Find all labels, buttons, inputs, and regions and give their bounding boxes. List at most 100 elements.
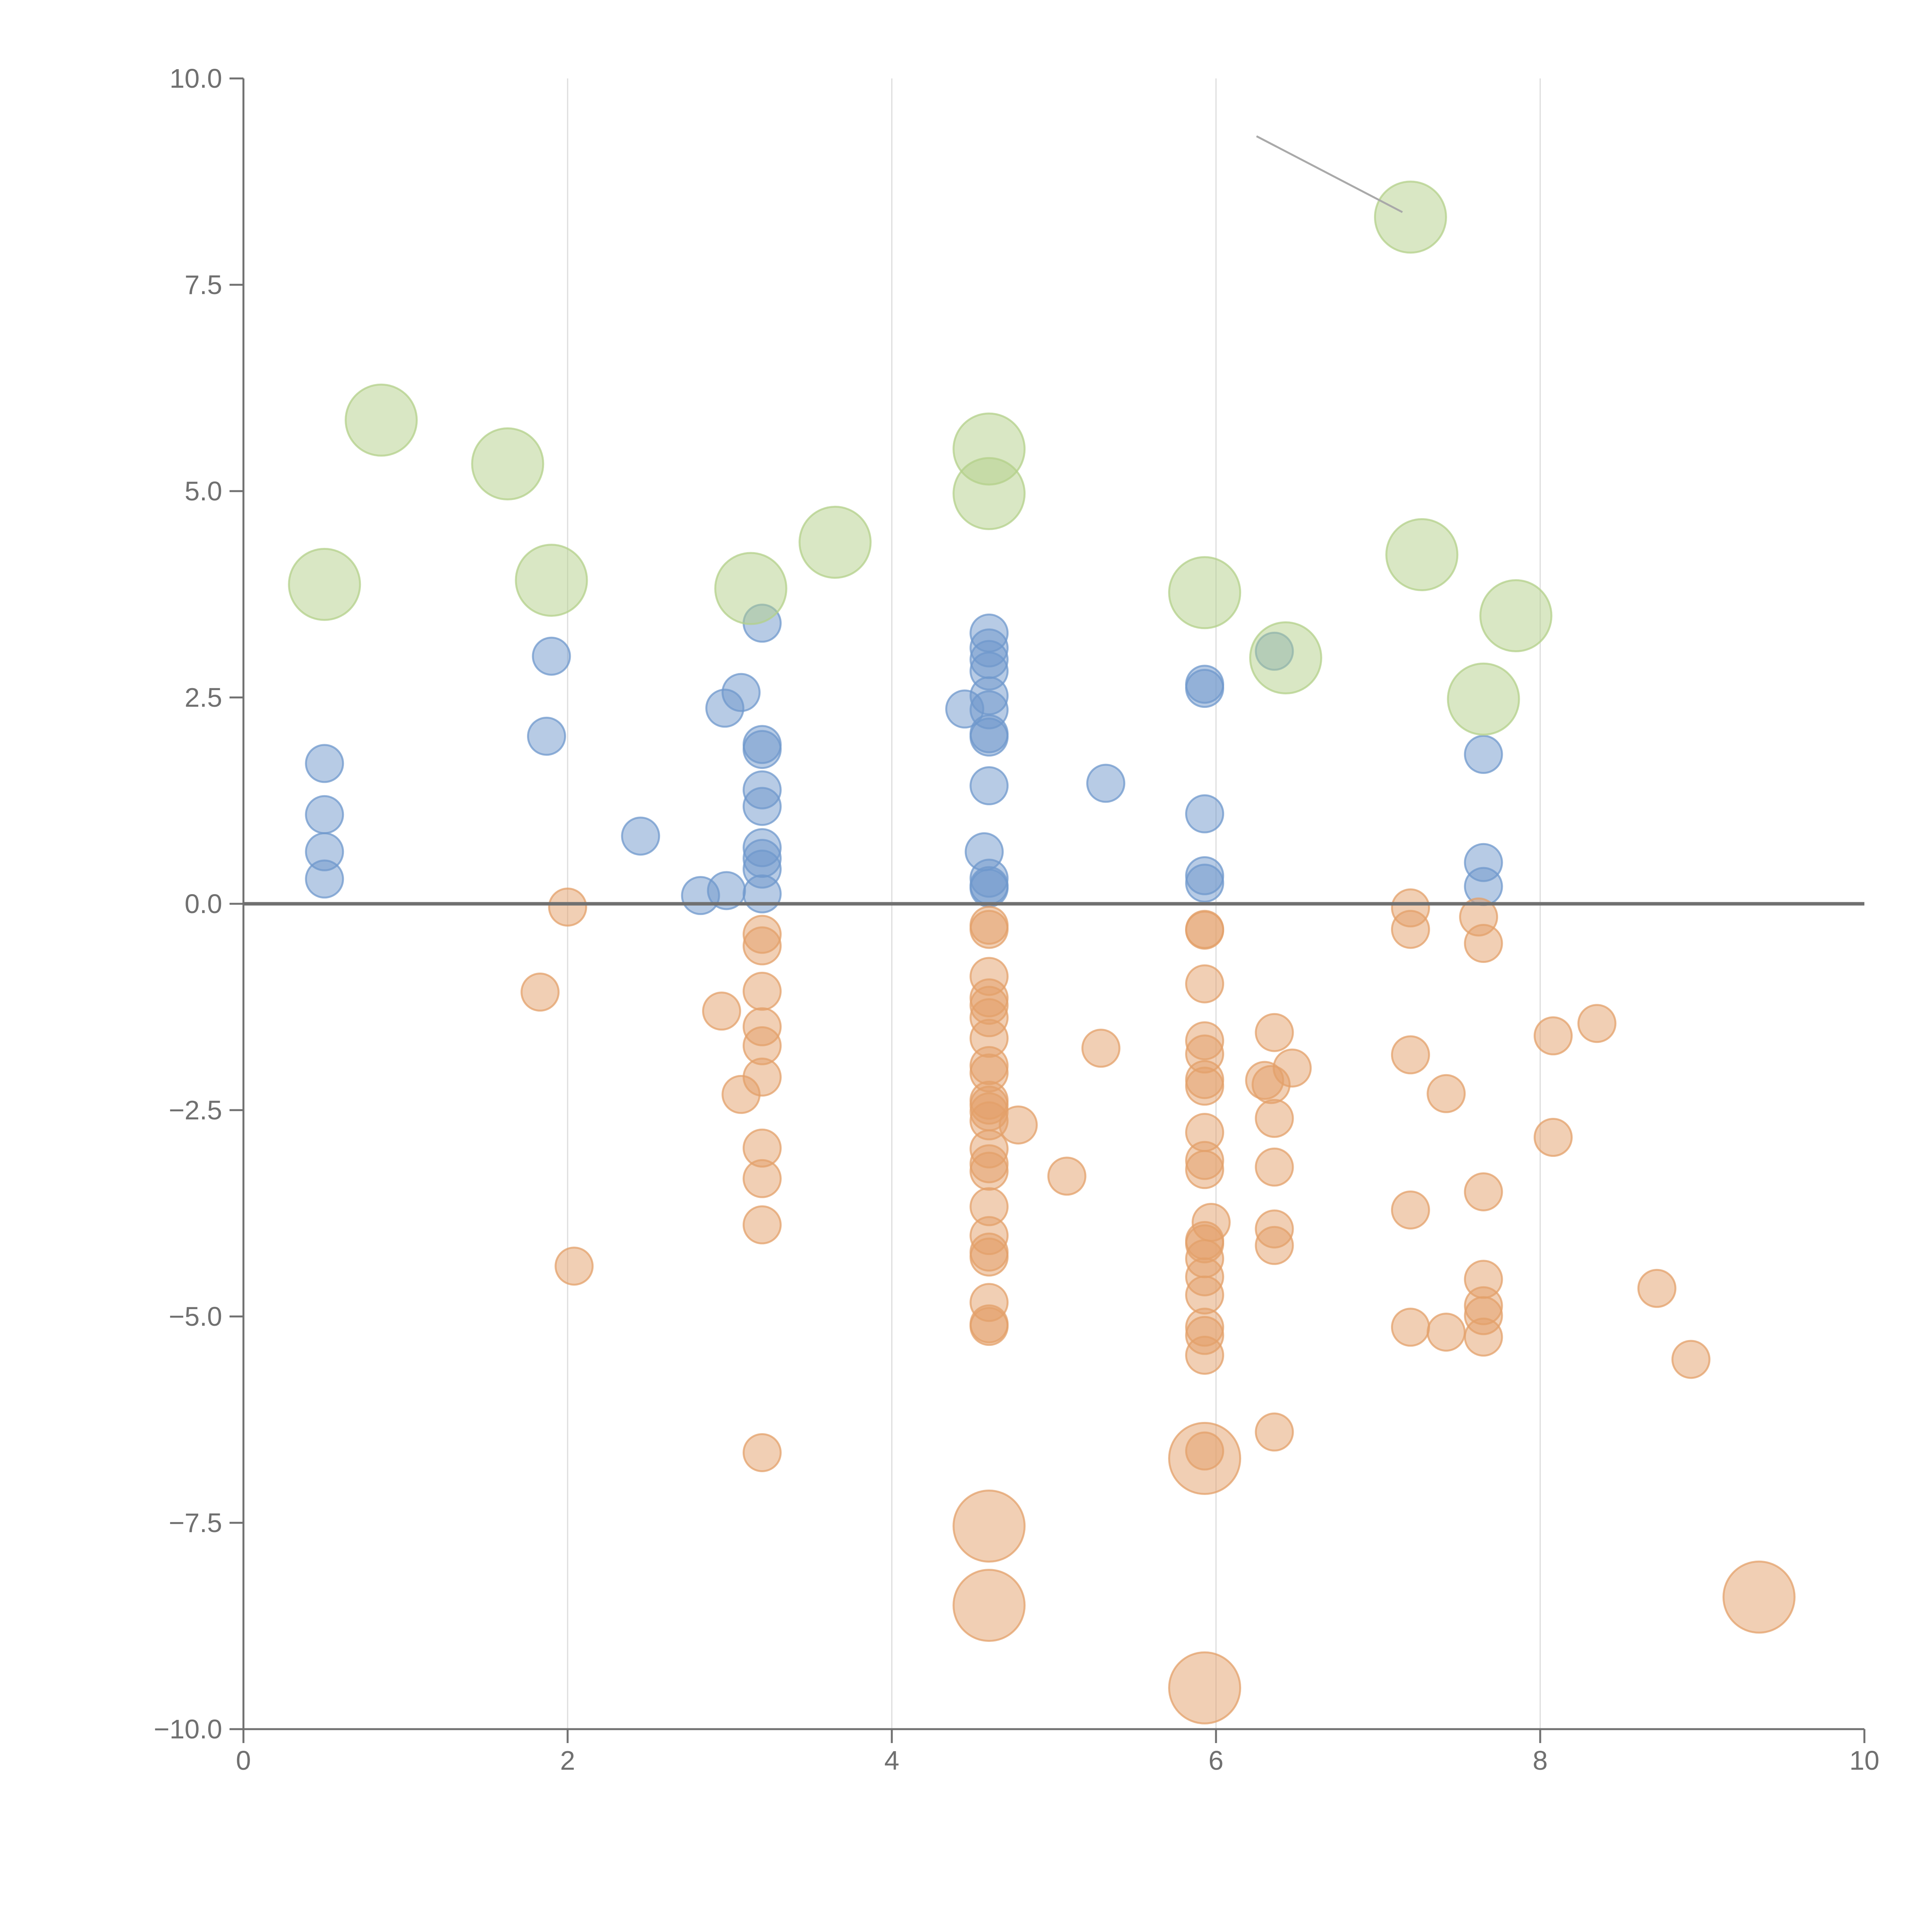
y-tick-label: −7.5 — [169, 1508, 222, 1538]
data-point — [1374, 180, 1447, 254]
x-tick-label: 8 — [1533, 1745, 1548, 1776]
data-point — [742, 1205, 782, 1245]
data-point — [1185, 669, 1225, 708]
data-point — [520, 973, 560, 1012]
data-point — [964, 832, 1004, 871]
data-point — [1722, 1560, 1796, 1634]
data-point — [1185, 910, 1225, 950]
x-tick-label: 6 — [1209, 1745, 1224, 1776]
data-point — [554, 1247, 594, 1286]
data-point — [1185, 864, 1225, 903]
y-tick-label: 7.5 — [185, 270, 222, 300]
y-tick-label: 0.0 — [185, 889, 222, 919]
data-point — [1185, 1335, 1225, 1375]
data-point — [1464, 1317, 1503, 1357]
data-point — [1391, 1035, 1430, 1075]
data-point — [305, 859, 344, 899]
data-point — [1464, 924, 1503, 963]
data-point — [548, 888, 587, 927]
data-point — [1255, 1147, 1294, 1187]
data-point — [1534, 1117, 1573, 1157]
data-point — [742, 1433, 782, 1472]
x-tick-label: 0 — [236, 1745, 251, 1776]
data-point — [1185, 794, 1225, 833]
data-point — [1185, 964, 1225, 1003]
data-point — [1081, 1029, 1121, 1068]
tick-layer: 10.0 7.5 5.0 2.5 0.0 −2.5 −5.0 −7.5 −10.0 0 2 4 6 8 10 — [154, 63, 1879, 1776]
data-point — [1534, 1016, 1573, 1056]
y-tick-label: 10.0 — [170, 63, 222, 94]
x-tick-label: 4 — [884, 1745, 900, 1776]
data-point — [952, 1490, 1026, 1563]
data-point — [742, 1159, 782, 1198]
data-point — [1255, 1013, 1294, 1052]
data-point — [721, 673, 761, 712]
data-point — [798, 505, 872, 579]
y-tick-label: −2.5 — [169, 1095, 222, 1125]
data-point — [742, 1058, 782, 1097]
data-point — [1427, 1074, 1466, 1113]
data-point — [1168, 556, 1242, 629]
data-point — [969, 910, 1009, 949]
data-point — [1047, 1156, 1087, 1196]
data-point — [969, 718, 1009, 757]
data-point — [742, 874, 782, 913]
data-point — [969, 868, 1009, 908]
data-point — [969, 766, 1009, 806]
data-point — [1391, 1308, 1430, 1347]
data-point — [305, 795, 344, 834]
data-point — [515, 544, 588, 617]
points-layer — [288, 180, 1796, 1725]
x-tick-label: 10 — [1849, 1745, 1879, 1776]
data-point — [1464, 1172, 1503, 1211]
data-point — [1185, 1066, 1225, 1106]
data-point — [305, 744, 344, 783]
data-point — [1671, 1340, 1711, 1379]
y-tick-label: −5.0 — [169, 1301, 222, 1332]
data-point — [952, 1569, 1026, 1642]
data-point — [742, 730, 782, 769]
data-point — [742, 787, 782, 826]
x-tick-label: 2 — [560, 1745, 575, 1776]
y-tick-label: 2.5 — [185, 682, 222, 713]
data-point — [471, 427, 544, 501]
data-point — [527, 716, 566, 756]
data-point — [742, 971, 782, 1011]
data-point — [742, 926, 782, 966]
data-point — [621, 816, 660, 856]
data-point — [345, 383, 418, 457]
data-point — [969, 1307, 1009, 1346]
data-point — [1391, 910, 1430, 949]
data-point — [1255, 1226, 1294, 1265]
data-point — [1168, 1422, 1242, 1495]
data-point — [1464, 735, 1503, 774]
data-point — [532, 636, 571, 676]
data-point — [969, 1151, 1009, 1191]
data-point — [1447, 662, 1520, 736]
data-point — [1185, 1150, 1225, 1189]
data-point — [1272, 1048, 1312, 1088]
data-point — [1086, 764, 1126, 803]
data-point — [1385, 518, 1459, 591]
data-point — [1255, 1412, 1294, 1452]
annotation-leader-line — [1256, 135, 1403, 213]
annotation-layer — [243, 135, 1864, 906]
data-point — [1255, 1099, 1294, 1138]
data-point — [1637, 1269, 1677, 1308]
data-point — [1249, 621, 1322, 694]
data-point — [952, 457, 1026, 530]
data-point — [1391, 1190, 1430, 1230]
data-point — [1427, 1313, 1466, 1352]
data-point — [702, 992, 742, 1031]
data-point — [1479, 579, 1553, 653]
data-point — [288, 548, 361, 621]
y-tick-label: −10.0 — [154, 1714, 222, 1744]
data-point — [998, 1105, 1038, 1145]
y-tick-label: 5.0 — [185, 476, 222, 506]
data-point — [1577, 1004, 1617, 1043]
data-point — [969, 1237, 1009, 1277]
data-point — [714, 552, 787, 625]
data-point — [1168, 1651, 1242, 1725]
